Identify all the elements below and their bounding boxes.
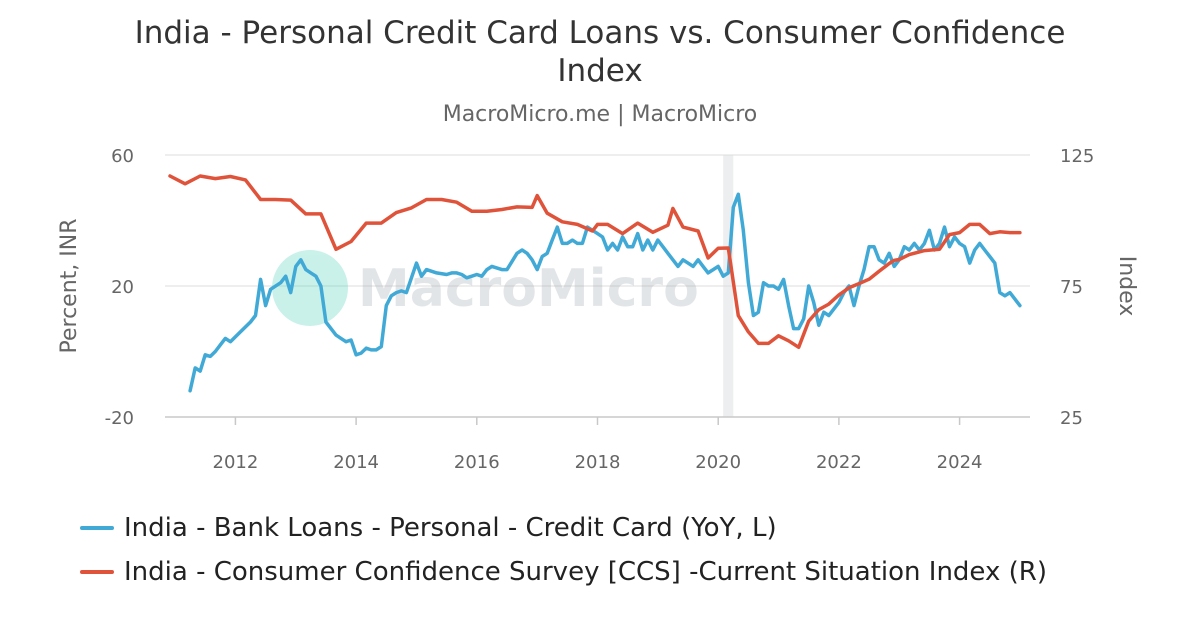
series-line-credit-card-loans[interactable] bbox=[188, 192, 1022, 393]
chart-subtitle: MacroMicro.me | MacroMicro bbox=[442, 102, 758, 127]
right-axis-ticks: 125 75 25 bbox=[1060, 146, 1094, 429]
x-tick-label-2014: 2014 bbox=[333, 452, 379, 473]
watermark-logo-icon bbox=[272, 250, 348, 326]
left-axis-ticks: 60 20 -20 bbox=[105, 146, 134, 429]
legend-swatch-ccs bbox=[80, 570, 114, 574]
left-tick-label--20: -20 bbox=[105, 408, 134, 429]
left-tick-label-60: 60 bbox=[111, 146, 134, 167]
x-tick-label-2020: 2020 bbox=[695, 452, 741, 473]
watermark: MacroMicro bbox=[272, 250, 699, 326]
series-line-ccs-index[interactable] bbox=[168, 174, 1022, 350]
left-tick-label-20: 20 bbox=[111, 277, 134, 298]
x-tick-label-2024: 2024 bbox=[937, 452, 983, 473]
series-layer bbox=[168, 174, 1022, 393]
right-tick-label-25: 25 bbox=[1060, 408, 1083, 429]
chart-title: India - Personal Credit Card Loans vs. C… bbox=[134, 15, 1066, 89]
legend-label-ccs: India - Consumer Confidence Survey [CCS]… bbox=[124, 557, 1047, 587]
x-axis-ticks: 2012 2014 2016 2018 2020 2022 2024 bbox=[213, 417, 983, 473]
x-tick-label-2016: 2016 bbox=[454, 452, 500, 473]
legend-item-ccs[interactable]: India - Consumer Confidence Survey [CCS]… bbox=[80, 550, 1047, 594]
legend-swatch-loans bbox=[80, 526, 114, 530]
right-tick-label-125: 125 bbox=[1060, 146, 1094, 167]
legend: India - Bank Loans - Personal - Credit C… bbox=[80, 506, 1047, 594]
legend-label-loans: India - Bank Loans - Personal - Credit C… bbox=[124, 513, 777, 543]
left-axis-title: Percent, INR bbox=[57, 219, 82, 354]
right-tick-label-75: 75 bbox=[1060, 277, 1083, 298]
right-axis-title: Index bbox=[1114, 256, 1139, 317]
legend-item-loans[interactable]: India - Bank Loans - Personal - Credit C… bbox=[80, 506, 1047, 550]
x-tick-label-2012: 2012 bbox=[213, 452, 259, 473]
x-tick-label-2018: 2018 bbox=[575, 452, 621, 473]
x-tick-label-2022: 2022 bbox=[816, 452, 862, 473]
